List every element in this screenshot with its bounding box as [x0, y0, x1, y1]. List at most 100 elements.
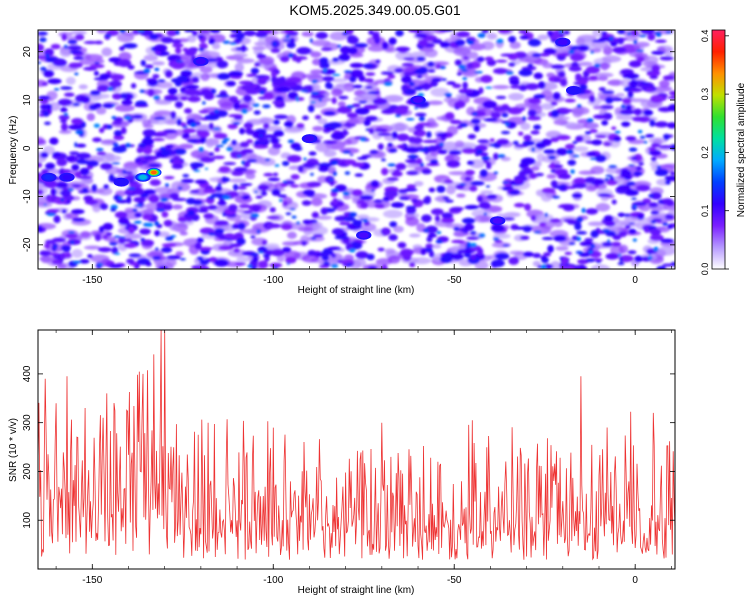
heatmap-cell — [657, 168, 664, 172]
heatmap-cell — [112, 120, 123, 125]
heatmap-cell — [330, 131, 346, 140]
heatmap-cell — [266, 223, 282, 229]
heatmap-cell — [72, 260, 82, 264]
heatmap-cell — [628, 164, 635, 167]
heatmap-cell — [650, 95, 664, 103]
heatmap-cell — [232, 183, 239, 191]
heatmap-cell — [227, 249, 247, 257]
heatmap-cell — [361, 154, 372, 158]
heatmap-cell — [550, 180, 558, 188]
heatmap-cell — [668, 90, 675, 96]
heatmap-cell — [573, 177, 587, 184]
heatmap-cell — [625, 104, 632, 111]
heatmap-cell — [276, 254, 285, 263]
heatmap-cell — [46, 212, 56, 217]
snr-series-line — [38, 330, 675, 561]
heatmap-cell — [381, 41, 389, 50]
heatmap-cell — [126, 258, 135, 264]
heatmap-cell — [41, 82, 48, 86]
heatmap-cell — [625, 136, 637, 141]
heatmap-cell — [609, 36, 614, 41]
heatmap-cell — [451, 239, 465, 244]
heatmap-cell — [572, 146, 589, 152]
heatmap-cell — [538, 213, 554, 222]
heatmap-cell — [226, 191, 239, 198]
heatmap-cell — [620, 170, 632, 178]
heatmap-cell — [247, 264, 253, 268]
heatmap-cell — [569, 53, 584, 62]
heatmap-cell — [473, 124, 481, 132]
heatmap-cell — [381, 264, 388, 269]
heatmap-cell — [39, 250, 52, 257]
heatmap-cell — [395, 46, 411, 52]
heatmap-cell — [587, 221, 606, 227]
heatmap-cell — [286, 31, 299, 36]
heatmap-cell — [208, 152, 215, 157]
heatmap-cell — [62, 248, 70, 253]
heatmap-cell — [273, 114, 288, 120]
heatmap-cell — [63, 92, 75, 97]
heatmap-cell — [72, 217, 86, 222]
heatmap-cell — [360, 202, 369, 209]
heatmap-cell — [598, 62, 611, 69]
heatmap-cell — [269, 206, 276, 213]
heatmap-cell — [581, 207, 586, 213]
heatmap-cell — [556, 148, 568, 156]
heatmap-cell — [352, 219, 363, 227]
heatmap-cell — [61, 209, 67, 214]
heatmap-cell — [380, 71, 394, 75]
heatmap-cell — [443, 179, 454, 184]
heatmap-cell — [356, 200, 365, 204]
heatmap-cell — [242, 94, 253, 103]
heatmap-cell — [346, 112, 358, 119]
heatmap-cell — [527, 116, 542, 121]
heatmap-cell — [218, 245, 234, 251]
heatmap-cell — [384, 107, 395, 114]
heatmap-cell — [655, 31, 662, 37]
heatmap-cell — [611, 199, 617, 205]
heatmap-cell — [518, 30, 529, 34]
heatmap-cell — [310, 51, 322, 58]
heatmap-cell — [498, 30, 511, 34]
heatmap-cell — [559, 78, 568, 87]
heatmap-cell — [444, 199, 454, 203]
heatmap-cell — [127, 187, 136, 190]
heatmap-cell — [179, 257, 186, 261]
heatmap-cell — [246, 73, 257, 77]
heatmap-cell — [270, 249, 285, 257]
heatmap-cell — [638, 161, 644, 166]
heatmap-cell — [612, 234, 622, 241]
heatmap-cell — [387, 74, 396, 79]
heatmap-cell — [52, 58, 67, 67]
heatmap-cell — [416, 56, 426, 62]
heatmap-cell — [546, 174, 557, 179]
heatmap-cell — [421, 214, 432, 223]
heatmap-cell — [397, 241, 407, 249]
heatmap-cell — [38, 189, 44, 195]
heatmap-cell — [662, 222, 668, 226]
heatmap-cell — [218, 166, 231, 173]
heatmap-cell — [483, 118, 498, 122]
heatmap-cell — [503, 211, 521, 218]
heatmap-cell — [633, 39, 638, 45]
heatmap-cell — [106, 232, 113, 236]
heatmap-cell — [152, 61, 165, 66]
heatmap-cell — [96, 85, 110, 92]
heatmap-cell — [187, 95, 201, 103]
heatmap-cell — [619, 257, 623, 263]
heatmap-cell — [203, 92, 215, 101]
heatmap-cell — [571, 192, 583, 199]
heatmap-cell — [505, 122, 510, 126]
heatmap-cell — [133, 196, 146, 203]
heatmap-cell — [343, 70, 353, 74]
heatmap-cell — [413, 180, 424, 187]
heatmap-cell — [485, 185, 490, 188]
heatmap-cell — [384, 248, 396, 254]
heatmap-cell — [439, 41, 450, 48]
heatmap-cell — [295, 96, 299, 102]
heatmap-cell — [154, 99, 172, 105]
heatmap-cell — [669, 171, 675, 176]
heatmap-cell — [241, 195, 250, 200]
heatmap-cell — [278, 194, 287, 198]
heatmap-cell — [586, 118, 594, 123]
